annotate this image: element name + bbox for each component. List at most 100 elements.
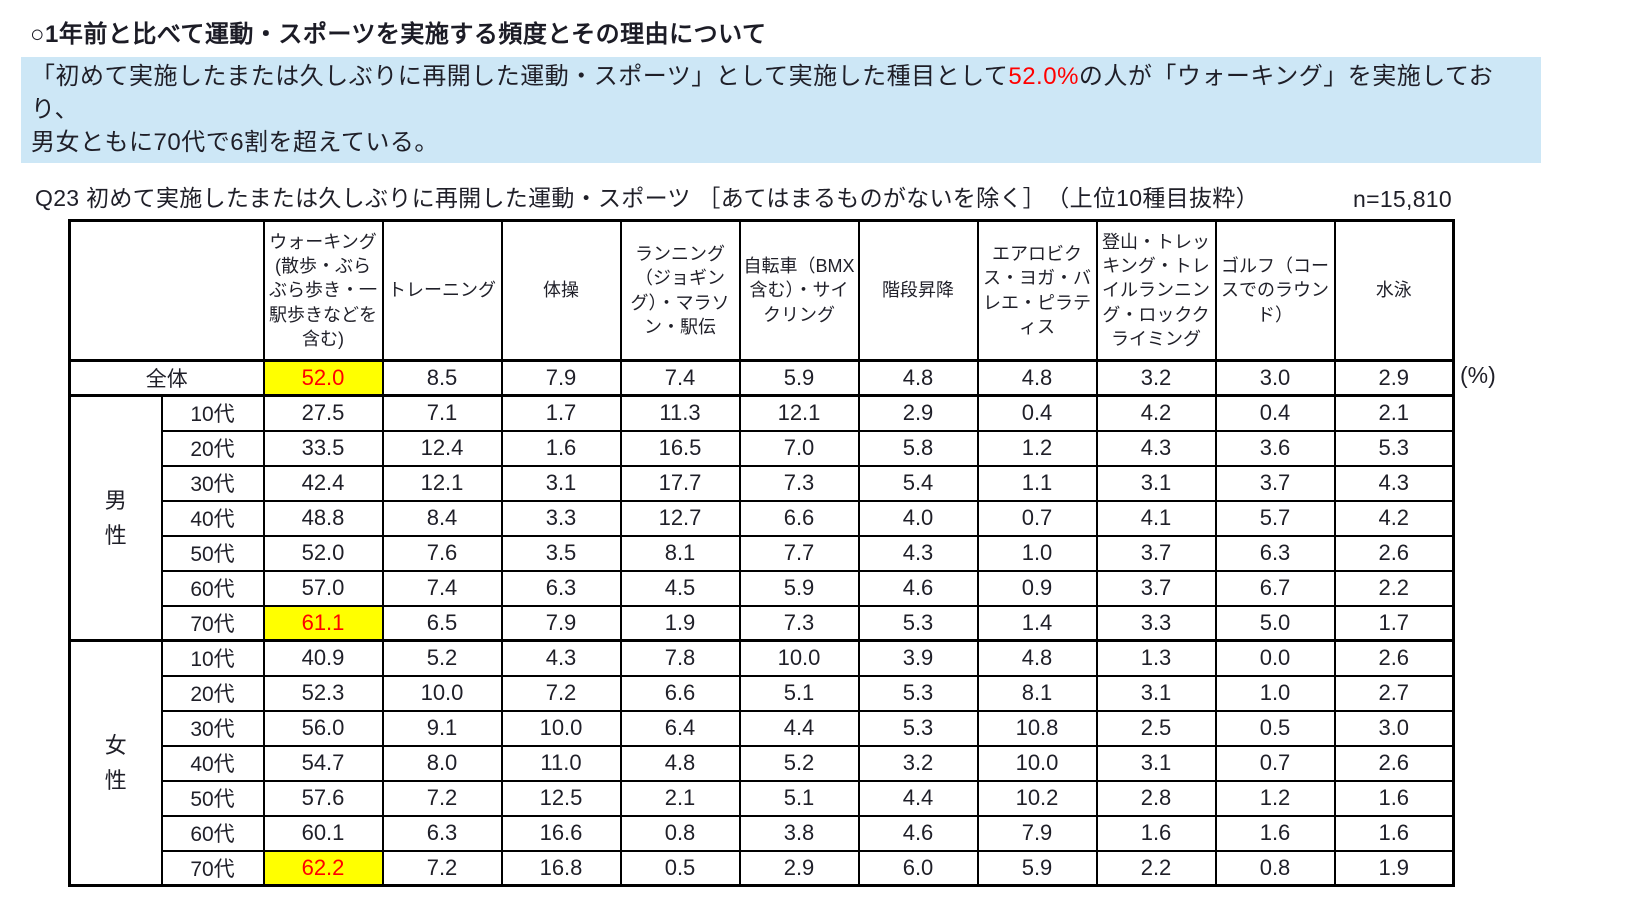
column-header: ゴルフ（コースでのラウンド）	[1214, 219, 1336, 362]
summary-line-2: 男女ともに70代で6割を超えている。	[31, 129, 439, 156]
row-label-age: 10代	[160, 639, 265, 677]
value-cell: 4.8	[857, 359, 979, 397]
row-label-age: 40代	[160, 744, 265, 782]
value-cell: 3.2	[857, 744, 979, 782]
value-cell: 1.7	[1333, 604, 1455, 642]
value-cell: 1.2	[1214, 779, 1336, 817]
value-cell: 5.1	[738, 674, 860, 712]
value-cell: 16.5	[619, 429, 741, 467]
table-row: 60代 57.0 7.4 6.3 4.5 5.9 4.6 0.9 3.7 6.7 2.2	[70, 569, 1455, 607]
table-row: 20代 33.5 12.4 1.6 16.5 7.0 5.8 1.2 4.3 3.6 5.3	[70, 429, 1455, 467]
table-row: 50代 52.0 7.6 3.5 8.1 7.7 4.3 1.0 3.7 6.3 2.6	[70, 534, 1455, 572]
value-cell: 3.1	[500, 464, 622, 502]
value-cell: 6.4	[619, 709, 741, 747]
value-cell: 7.4	[381, 569, 503, 607]
value-cell: 12.7	[619, 499, 741, 537]
value-cell: 42.4	[262, 464, 384, 502]
table-corner-cell	[68, 219, 265, 362]
value-cell: 10.0	[738, 639, 860, 677]
value-cell: 4.8	[976, 359, 1098, 397]
value-cell: 1.9	[619, 604, 741, 642]
value-cell: 4.4	[857, 779, 979, 817]
question-row: Q23 初めて実施したまたは久しぶりに再開した運動・スポーツ ［あてはまるものが…	[35, 179, 1452, 213]
value-cell: 1.2	[976, 429, 1098, 467]
header-row: ウォーキング(散歩・ぶらぶら歩き・一駅歩きなどを含む) トレーニング 体操 ランニング…	[68, 219, 1455, 362]
data-table: ウォーキング(散歩・ぶらぶら歩き・一駅歩きなどを含む) トレーニング 体操 ランニング…	[68, 219, 1455, 887]
value-cell: 6.6	[619, 674, 741, 712]
value-cell: 4.2	[1333, 499, 1455, 537]
value-cell: 5.3	[857, 709, 979, 747]
value-cell: 2.1	[619, 779, 741, 817]
value-cell: 0.5	[619, 849, 741, 887]
value-cell: 33.5	[262, 429, 384, 467]
value-cell: 6.3	[500, 569, 622, 607]
value-cell: 4.1	[1095, 499, 1217, 537]
row-label-age: 30代	[160, 464, 265, 502]
value-cell: 1.6	[1095, 814, 1217, 852]
value-cell: 7.4	[619, 359, 741, 397]
value-cell: 8.1	[619, 534, 741, 572]
row-label-age: 10代	[160, 394, 265, 432]
value-cell: 3.1	[1095, 674, 1217, 712]
value-cell: 10.0	[500, 709, 622, 747]
value-cell: 3.8	[738, 814, 860, 852]
value-cell: 5.9	[976, 849, 1098, 887]
value-cell: 0.5	[1214, 709, 1336, 747]
column-header: ウォーキング(散歩・ぶらぶら歩き・一駅歩きなどを含む)	[262, 219, 384, 362]
value-cell: 0.4	[1214, 394, 1336, 432]
value-cell: 7.8	[619, 639, 741, 677]
value-cell: 11.3	[619, 394, 741, 432]
value-cell: 0.8	[619, 814, 741, 852]
value-cell: 5.9	[738, 569, 860, 607]
value-cell: 5.0	[1214, 604, 1336, 642]
column-header: 水泳	[1333, 219, 1455, 362]
value-cell: 3.7	[1214, 464, 1336, 502]
value-cell: 5.9	[738, 359, 860, 397]
value-cell: 3.7	[1095, 534, 1217, 572]
value-cell: 8.5	[381, 359, 503, 397]
unit-label: (%)	[1460, 362, 1496, 388]
column-header: 階段昇降	[857, 219, 979, 362]
value-cell: 3.3	[500, 499, 622, 537]
value-cell: 5.8	[857, 429, 979, 467]
value-cell: 2.8	[1095, 779, 1217, 817]
value-cell: 5.4	[857, 464, 979, 502]
row-label-age: 70代	[160, 849, 265, 887]
highlighted-value-cell: 52.0	[262, 359, 384, 397]
value-cell: 1.1	[976, 464, 1098, 502]
summary-highlight-box: 「初めて実施したまたは久しぶりに再開した運動・スポーツ」として実施した種目として…	[21, 57, 1541, 163]
value-cell: 2.1	[1333, 394, 1455, 432]
value-cell: 57.0	[262, 569, 384, 607]
table-row: 40代 54.7 8.0 11.0 4.8 5.2 3.2 10.0 3.1 0.7 2.6	[70, 744, 1455, 782]
value-cell: 7.2	[381, 779, 503, 817]
value-cell: 2.6	[1333, 534, 1455, 572]
value-cell: 12.1	[738, 394, 860, 432]
value-cell: 5.1	[738, 779, 860, 817]
value-cell: 0.7	[976, 499, 1098, 537]
table-row: 40代 48.8 8.4 3.3 12.7 6.6 4.0 0.7 4.1 5.7 4.2	[70, 499, 1455, 537]
table-row: 30代 56.0 9.1 10.0 6.4 4.4 5.3 10.8 2.5 0.5 3.0	[70, 709, 1455, 747]
value-cell: 6.0	[857, 849, 979, 887]
gender-label-text: 女性	[104, 732, 127, 793]
value-cell: 6.3	[1214, 534, 1336, 572]
table-row: 50代 57.6 7.2 12.5 2.1 5.1 4.4 10.2 2.8 1.2 1.6	[70, 779, 1455, 817]
value-cell: 7.9	[500, 604, 622, 642]
value-cell: 1.9	[1333, 849, 1455, 887]
value-cell: 2.5	[1095, 709, 1217, 747]
value-cell: 4.8	[619, 744, 741, 782]
value-cell: 5.2	[738, 744, 860, 782]
table-row: 男性 10代 27.5 7.1 1.7 11.3 12.1 2.9 0.4 4.2 0.4 2.1	[68, 394, 1455, 642]
value-cell: 1.6	[1333, 814, 1455, 852]
value-cell: 4.4	[738, 709, 860, 747]
value-cell: 1.0	[1214, 674, 1336, 712]
page-title: ○1年前と比べて運動・スポーツを実施する頻度とその理由について	[30, 21, 767, 48]
value-cell: 2.9	[738, 849, 860, 887]
value-cell: 40.9	[262, 639, 384, 677]
value-cell: 2.9	[857, 394, 979, 432]
value-cell: 10.0	[976, 744, 1098, 782]
value-cell: 8.4	[381, 499, 503, 537]
value-cell: 10.8	[976, 709, 1098, 747]
column-header: 体操	[500, 219, 622, 362]
value-cell: 8.0	[381, 744, 503, 782]
value-cell: 3.7	[1095, 569, 1217, 607]
